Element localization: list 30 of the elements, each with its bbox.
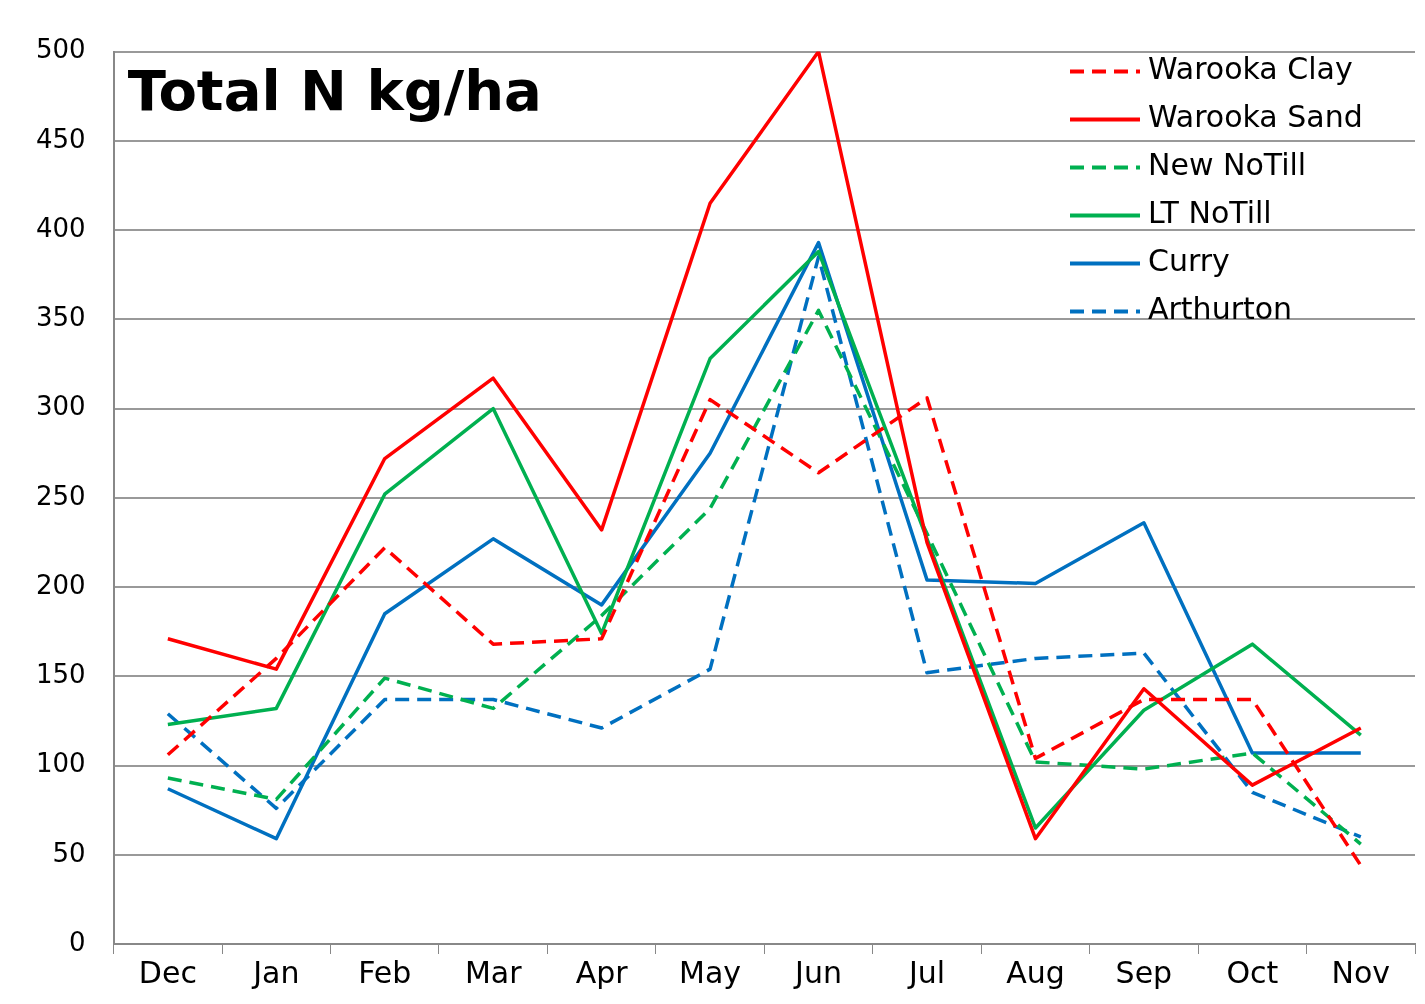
legend-label: Warooka Clay xyxy=(1148,51,1353,87)
legend-label: LT NoTill xyxy=(1148,195,1272,231)
x-tick-label: Jan xyxy=(251,954,300,990)
y-tick-label: 200 xyxy=(35,569,86,600)
x-tick-label: Feb xyxy=(358,954,412,990)
y-tick-label: 0 xyxy=(69,926,86,957)
x-tick-label: Apr xyxy=(575,954,629,990)
x-tick-label: Jun xyxy=(793,954,842,990)
x-tick-label: Oct xyxy=(1226,954,1279,990)
y-tick-label: 350 xyxy=(35,302,86,333)
x-tick-label: Mar xyxy=(464,954,523,990)
legend-label: Arthurton xyxy=(1148,291,1293,327)
y-tick-label: 250 xyxy=(35,480,86,511)
y-tick-label: 450 xyxy=(35,123,86,154)
legend-label: New NoTill xyxy=(1148,147,1307,183)
y-tick-label: 150 xyxy=(35,659,86,690)
y-tick-label: 300 xyxy=(35,391,86,422)
y-tick-label: 100 xyxy=(35,748,86,779)
y-tick-label: 400 xyxy=(35,212,86,243)
x-tick-label: Dec xyxy=(138,954,197,990)
x-tick-label: May xyxy=(679,954,742,990)
x-tick-label: Sep xyxy=(1115,954,1173,990)
legend-label: Curry xyxy=(1148,243,1230,279)
legend-label: Warooka Sand xyxy=(1148,99,1363,135)
x-tick-label: Jul xyxy=(906,954,946,990)
x-tick-label: Nov xyxy=(1331,954,1391,990)
y-tick-label: 500 xyxy=(35,34,86,65)
y-tick-label: 50 xyxy=(52,837,86,868)
chart-title: Total N kg/ha xyxy=(127,58,542,124)
x-tick-label: Aug xyxy=(1006,954,1065,990)
